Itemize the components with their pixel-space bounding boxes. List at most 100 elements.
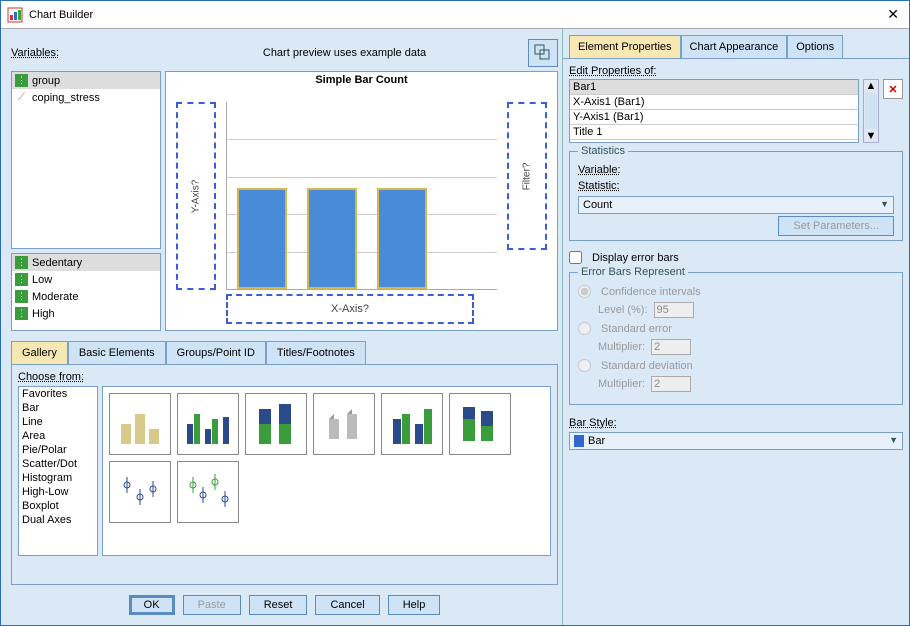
- statistics-fieldset: Statistics Variable: Statistic: Count▼ S…: [569, 151, 903, 241]
- gallery-row: Favorites Bar Line Area Pie/Polar Scatte…: [18, 386, 551, 556]
- level-item[interactable]: ⋮ Low: [12, 271, 160, 288]
- help-button[interactable]: Help: [388, 595, 441, 615]
- thumb-simple-bar[interactable]: [109, 393, 171, 455]
- bar-style-combo[interactable]: Bar ▼: [569, 432, 903, 450]
- nominal-icon: ⋮: [15, 273, 28, 286]
- x-axis-dropzone[interactable]: X-Axis?: [226, 294, 474, 324]
- thumb-3d-stacked[interactable]: [449, 393, 511, 455]
- prop-item[interactable]: Bar1: [570, 80, 858, 95]
- category-item[interactable]: Line: [19, 415, 97, 429]
- chart-preview[interactable]: Simple Bar Count Y-Axis? Filter? X-Axis?: [165, 71, 558, 331]
- set-parameters-button[interactable]: Set Parameters...: [778, 216, 894, 236]
- category-list[interactable]: Favorites Bar Line Area Pie/Polar Scatte…: [18, 386, 98, 556]
- ci-label: Confidence intervals: [601, 286, 701, 298]
- level-item[interactable]: ⋮ Moderate: [12, 288, 160, 305]
- thumb-stacked-bar[interactable]: [245, 393, 307, 455]
- nominal-icon: ⋮: [15, 307, 28, 320]
- right-body: Edit Properties of: Bar1 X-Axis1 (Bar1) …: [563, 58, 909, 625]
- ok-button[interactable]: OK: [129, 595, 175, 615]
- y-axis-label: Y-Axis?: [190, 179, 201, 213]
- gallery-tabs: Gallery Basic Elements Groups/Point ID T…: [11, 341, 558, 364]
- thumbnails: [102, 386, 551, 556]
- prop-item[interactable]: X-Axis1 (Bar1): [570, 95, 858, 110]
- filter-label: Filter?: [521, 162, 532, 190]
- category-item[interactable]: Area: [19, 429, 97, 443]
- display-error-row: Display error bars: [569, 251, 903, 264]
- swap-button[interactable]: [528, 39, 558, 67]
- error-bars-fieldset: Error Bars Represent Confidence interval…: [569, 272, 903, 405]
- prop-scrollbar[interactable]: ▲▼: [863, 79, 879, 143]
- window-title: Chart Builder: [29, 9, 883, 21]
- reset-button[interactable]: Reset: [249, 595, 308, 615]
- tab-basic-elements[interactable]: Basic Elements: [68, 341, 166, 364]
- se-label: Standard error: [601, 323, 672, 335]
- statistic-value: Count: [583, 199, 612, 211]
- display-error-checkbox[interactable]: [569, 251, 582, 264]
- category-item[interactable]: Dual Axes: [19, 513, 97, 527]
- category-item[interactable]: Scatter/Dot: [19, 457, 97, 471]
- tab-options[interactable]: Options: [787, 35, 843, 58]
- category-item[interactable]: Histogram: [19, 471, 97, 485]
- thumb-error-bar-clustered[interactable]: [177, 461, 239, 523]
- tab-groups-point-id[interactable]: Groups/Point ID: [166, 341, 266, 364]
- swap-icon: [534, 44, 552, 62]
- prop-item[interactable]: Y-Axis1 (Bar1): [570, 110, 858, 125]
- variable-label: Variable:: [578, 164, 648, 176]
- sd-mult-input: [651, 376, 691, 392]
- tab-titles-footnotes[interactable]: Titles/Footnotes: [266, 341, 366, 364]
- statistics-legend: Statistics: [578, 145, 628, 157]
- variables-list[interactable]: ⋮ group ⟋coping_stress: [11, 71, 161, 249]
- display-error-label: Display error bars: [592, 252, 679, 264]
- content: Variables: Chart preview uses example da…: [1, 29, 909, 625]
- thumb-clustered-bar[interactable]: [177, 393, 239, 455]
- bar-icon: [574, 435, 584, 447]
- app-icon: [7, 7, 23, 23]
- cancel-button[interactable]: Cancel: [315, 595, 379, 615]
- choose-from-label: Choose from:: [18, 371, 551, 383]
- tab-gallery[interactable]: Gallery: [11, 341, 68, 364]
- chevron-down-icon: ▼: [889, 435, 898, 447]
- gallery-body: Choose from: Favorites Bar Line Area Pie…: [11, 364, 558, 585]
- button-row: OK Paste Reset Cancel Help: [11, 585, 558, 621]
- sd-radio: [578, 359, 591, 372]
- tab-chart-appearance[interactable]: Chart Appearance: [681, 35, 788, 58]
- nominal-icon: ⋮: [15, 290, 28, 303]
- bar-style-section: Bar Style: Bar ▼: [569, 417, 903, 450]
- bar-style-label: Bar Style:: [569, 417, 903, 429]
- levels-list[interactable]: ⋮Sedentary ⋮ Low ⋮ Moderate ⋮High: [11, 253, 161, 331]
- y-axis-dropzone[interactable]: Y-Axis?: [176, 102, 216, 290]
- level-label: Moderate: [32, 291, 78, 303]
- properties-list[interactable]: Bar1 X-Axis1 (Bar1) Y-Axis1 (Bar1) Title…: [569, 79, 859, 143]
- mid-row: ⋮ group ⟋coping_stress ⋮Sedentary ⋮ Low ⋮ M…: [11, 71, 558, 331]
- thumb-3d-clustered[interactable]: [381, 393, 443, 455]
- variable-item[interactable]: ⟋coping_stress: [12, 89, 160, 106]
- variable-label: group: [32, 75, 60, 87]
- category-item[interactable]: Bar: [19, 401, 97, 415]
- filter-dropzone[interactable]: Filter?: [507, 102, 547, 250]
- nominal-icon: ⋮: [15, 256, 28, 269]
- delete-button[interactable]: ✕: [883, 79, 903, 99]
- scale-icon: ⟋: [15, 91, 28, 104]
- vars-column: ⋮ group ⟋coping_stress ⋮Sedentary ⋮ Low ⋮ M…: [11, 71, 161, 331]
- chart-builder-window: Chart Builder ✕ Variables: Chart preview…: [0, 0, 910, 626]
- level-input: [654, 302, 694, 318]
- chart-title: Simple Bar Count: [166, 72, 557, 88]
- variable-item[interactable]: ⋮ group: [12, 72, 160, 89]
- level-item[interactable]: ⋮Sedentary: [12, 254, 160, 271]
- category-item[interactable]: Pie/Polar: [19, 443, 97, 457]
- prop-item[interactable]: Title 1: [570, 125, 858, 140]
- nominal-icon: ⋮: [15, 74, 28, 87]
- category-item[interactable]: Boxplot: [19, 499, 97, 513]
- paste-button[interactable]: Paste: [183, 595, 241, 615]
- tab-element-properties[interactable]: Element Properties: [569, 35, 681, 58]
- level-item[interactable]: ⋮High: [12, 305, 160, 322]
- ci-radio: [578, 285, 591, 298]
- statistic-combo[interactable]: Count▼: [578, 196, 894, 214]
- category-item[interactable]: Favorites: [19, 387, 97, 401]
- category-item[interactable]: High-Low: [19, 485, 97, 499]
- level-label: Low: [32, 274, 52, 286]
- thumb-3d-bar[interactable]: [313, 393, 375, 455]
- close-button[interactable]: ✕: [883, 6, 903, 23]
- thumb-error-bar-simple[interactable]: [109, 461, 171, 523]
- variables-label: Variables:: [11, 47, 161, 59]
